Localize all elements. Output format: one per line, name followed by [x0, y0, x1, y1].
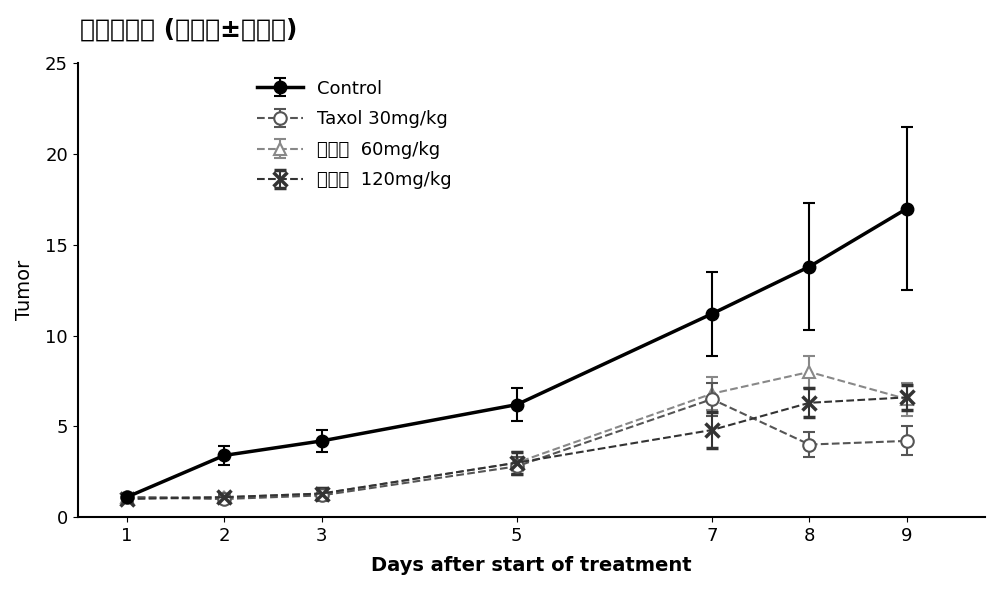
Text: 相对瘤体积 (平均值±标准差): 相对瘤体积 (平均值±标准差)	[80, 18, 297, 42]
X-axis label: Days after start of treatment: Days after start of treatment	[371, 556, 692, 575]
Y-axis label: Tumor: Tumor	[15, 260, 34, 320]
Legend: Control, Taxol 30mg/kg, 化合物  60mg/kg, 化合物  120mg/kg: Control, Taxol 30mg/kg, 化合物 60mg/kg, 化合物…	[250, 73, 459, 196]
